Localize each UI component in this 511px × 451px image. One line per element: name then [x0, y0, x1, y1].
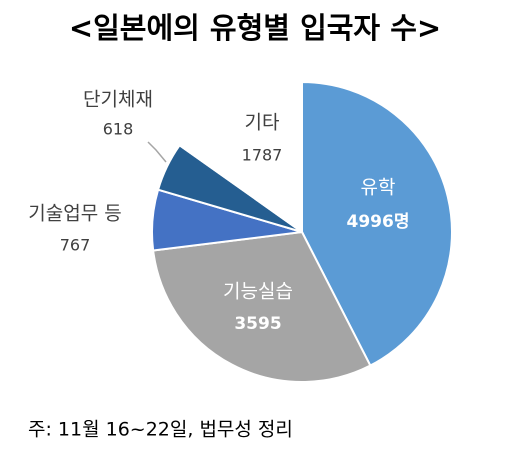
pie-slice	[301, 80, 453, 367]
pie-slice	[152, 230, 372, 383]
slice-label: 기타	[245, 112, 280, 134]
slice-label: 단기체재	[83, 89, 153, 111]
chart-title: <일본에의 유형별 입국자 수>	[69, 11, 441, 45]
slice-label: 기술업무 등	[28, 203, 121, 225]
value-label: 4996명	[347, 212, 410, 232]
footnote: 주: 11월 16~22일, 법무성 정리	[28, 419, 293, 441]
value-label: 618	[103, 120, 134, 139]
slice-label: 기능실습	[223, 281, 293, 303]
leader-line	[147, 141, 167, 163]
slice-label: 유학	[361, 177, 396, 199]
value-label: 1787	[242, 146, 283, 165]
value-label: 767	[60, 236, 91, 255]
value-label: 3595	[234, 314, 281, 334]
pie-slice	[178, 80, 303, 234]
